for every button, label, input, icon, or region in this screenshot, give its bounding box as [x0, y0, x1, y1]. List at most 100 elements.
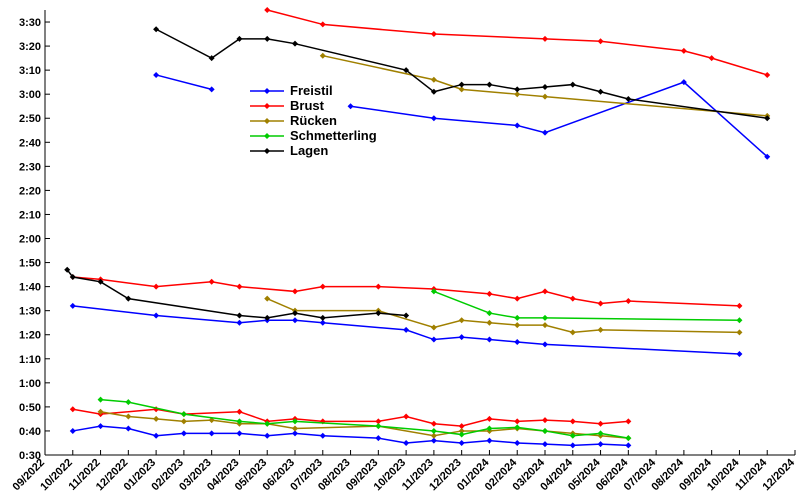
- series-marker: [570, 82, 576, 88]
- series-marker: [598, 421, 604, 427]
- series-marker: [625, 442, 631, 448]
- swim-times-chart: 0:300:400:501:001:101:201:301:401:502:00…: [0, 0, 800, 500]
- series-marker: [736, 303, 742, 309]
- y-tick-label: 3:00: [19, 89, 41, 101]
- legend-marker: [264, 148, 270, 154]
- series-marker: [514, 296, 520, 302]
- series-marker: [598, 89, 604, 95]
- series-marker: [375, 423, 381, 429]
- legend-label: Brust: [290, 98, 325, 113]
- series-marker: [209, 86, 215, 92]
- series-marker: [570, 442, 576, 448]
- series-marker: [459, 317, 465, 323]
- series-marker: [181, 430, 187, 436]
- series-marker: [598, 441, 604, 447]
- series-marker: [153, 312, 159, 318]
- series-marker: [209, 279, 215, 285]
- series-marker: [264, 433, 270, 439]
- y-tick-label: 1:40: [19, 282, 41, 294]
- series-marker: [431, 421, 437, 427]
- series-marker: [542, 322, 548, 328]
- legend-label: Lagen: [290, 143, 328, 158]
- series-marker: [570, 418, 576, 424]
- series-marker: [431, 325, 437, 331]
- series-marker: [264, 36, 270, 42]
- series-marker: [320, 315, 326, 321]
- series-marker: [431, 31, 437, 37]
- series-marker: [514, 315, 520, 321]
- series-marker: [570, 296, 576, 302]
- series-marker: [681, 48, 687, 54]
- series-marker: [292, 288, 298, 294]
- series-marker: [375, 435, 381, 441]
- series-marker: [542, 417, 548, 423]
- legend-marker: [264, 88, 270, 94]
- series-marker: [431, 77, 437, 83]
- series-marker: [459, 432, 465, 438]
- series-marker: [598, 38, 604, 44]
- series-marker: [236, 284, 242, 290]
- series-marker: [459, 334, 465, 340]
- x-tick-label: 12/2024: [761, 456, 798, 493]
- series-marker: [403, 327, 409, 333]
- series-marker: [598, 327, 604, 333]
- series-marker: [320, 53, 326, 59]
- series-marker: [736, 329, 742, 335]
- series-marker: [486, 82, 492, 88]
- series-marker: [403, 440, 409, 446]
- series-marker: [375, 284, 381, 290]
- series-marker: [625, 435, 631, 441]
- y-tick-label: 1:00: [19, 378, 41, 390]
- series-marker: [542, 428, 548, 434]
- y-tick-label: 1:50: [19, 258, 41, 270]
- series-marker: [542, 315, 548, 321]
- series-marker: [736, 317, 742, 323]
- series-marker: [514, 322, 520, 328]
- legend-label: Rücken: [290, 113, 337, 128]
- y-tick-label: 1:10: [19, 354, 41, 366]
- series-marker: [98, 423, 104, 429]
- series-marker: [292, 317, 298, 323]
- series-marker: [236, 409, 242, 415]
- series-line: [267, 10, 767, 75]
- series-marker: [542, 130, 548, 136]
- series-marker: [292, 41, 298, 47]
- series-marker: [542, 94, 548, 100]
- series-marker: [209, 430, 215, 436]
- series-marker: [125, 426, 131, 432]
- series-line: [101, 400, 629, 438]
- y-tick-label: 3:20: [19, 41, 41, 53]
- series-marker: [236, 430, 242, 436]
- series-line: [156, 75, 212, 89]
- series-marker: [320, 433, 326, 439]
- y-tick-label: 0:40: [19, 426, 41, 438]
- series-marker: [542, 288, 548, 294]
- y-tick-label: 2:40: [19, 137, 41, 149]
- series-marker: [153, 416, 159, 422]
- series-marker: [514, 440, 520, 446]
- series-marker: [125, 414, 131, 420]
- series-marker: [736, 351, 742, 357]
- series-marker: [625, 298, 631, 304]
- series-marker: [403, 312, 409, 318]
- series-marker: [70, 428, 76, 434]
- series-marker: [125, 399, 131, 405]
- series-marker: [486, 337, 492, 343]
- y-tick-label: 3:10: [19, 65, 41, 77]
- series-marker: [486, 320, 492, 326]
- series-marker: [625, 418, 631, 424]
- series-marker: [542, 84, 548, 90]
- y-tick-label: 3:30: [19, 17, 41, 29]
- series-line: [351, 82, 768, 157]
- y-tick-label: 2:30: [19, 161, 41, 173]
- series-marker: [709, 55, 715, 61]
- series-marker: [514, 339, 520, 345]
- series-marker: [542, 36, 548, 42]
- legend-label: Schmetterling: [290, 128, 377, 143]
- series-marker: [264, 7, 270, 13]
- series-marker: [153, 284, 159, 290]
- series-marker: [348, 103, 354, 109]
- legend-marker: [264, 133, 270, 139]
- series-line: [156, 29, 767, 118]
- series-marker: [486, 310, 492, 316]
